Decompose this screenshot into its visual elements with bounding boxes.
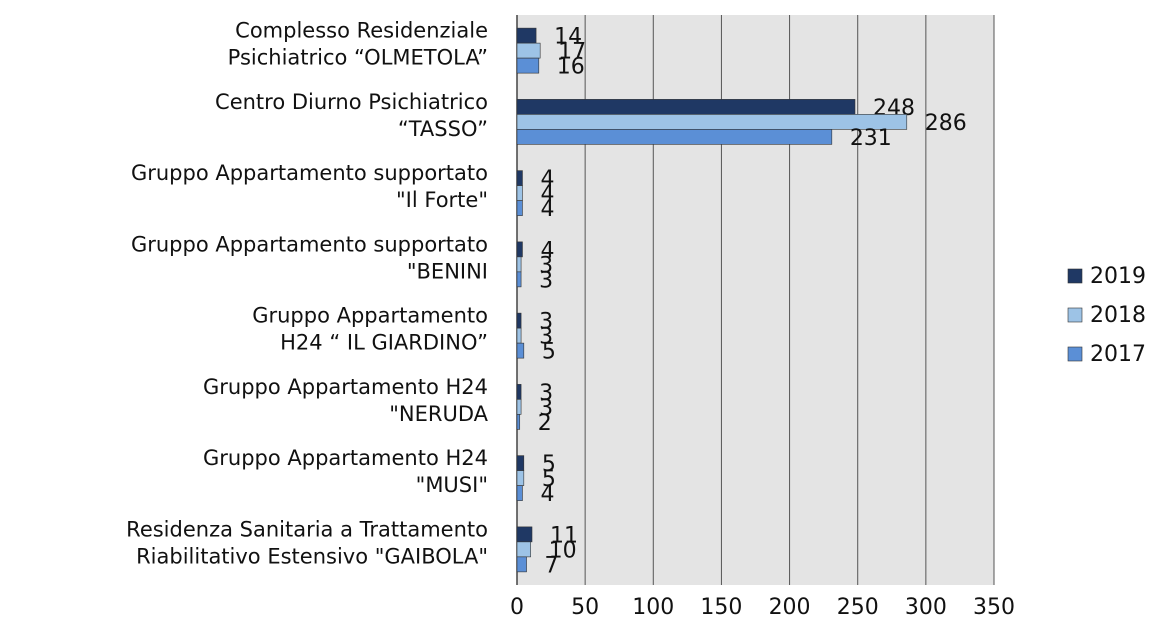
category-label: "NERUDA: [389, 402, 488, 426]
bar: [516, 384, 522, 400]
x-tick-label: 100: [632, 595, 674, 617]
value-label: 231: [850, 126, 892, 151]
value-label: 5: [542, 452, 556, 477]
x-tick-label: 50: [571, 595, 599, 617]
bar: [516, 342, 525, 359]
bar: [516, 241, 523, 258]
category-label: Riabilitativo Estensivo "GAIBOLA": [136, 544, 488, 568]
x-tick-label: 250: [837, 595, 879, 617]
value-label: 11: [550, 523, 578, 548]
legend-swatch: [1067, 346, 1083, 362]
legend-label: 2018: [1090, 303, 1146, 328]
x-tick-label: 350: [973, 595, 1015, 617]
bar: [516, 42, 541, 59]
bar: [516, 256, 522, 273]
legend-label: 2019: [1090, 264, 1146, 289]
value-label: 3: [539, 253, 553, 278]
category-label: Gruppo Appartamento H24: [203, 446, 488, 470]
bar: [516, 526, 533, 543]
bar: [516, 399, 522, 415]
value-label: 3: [539, 268, 553, 293]
bar: [516, 27, 537, 44]
value-label: 5: [542, 340, 556, 365]
category-label: Gruppo Appartamento supportato: [131, 161, 488, 185]
value-label: 5: [542, 467, 556, 492]
legend-swatch: [1067, 268, 1083, 284]
value-label: 2: [538, 411, 552, 436]
bar: [516, 312, 522, 329]
value-label: 10: [549, 538, 577, 563]
value-label: 7: [545, 553, 559, 578]
bar: [516, 200, 523, 216]
bar: [516, 99, 856, 115]
category-label: H24 “ IL GIARDINO”: [280, 331, 488, 355]
bar: [516, 470, 525, 486]
value-label: 4: [540, 182, 554, 207]
category-label: Residenza Sanitaria a Trattamento: [126, 517, 488, 541]
category-label: "BENINI: [407, 259, 488, 283]
bar: [516, 129, 833, 145]
category-label: Complesso Residenziale: [235, 19, 488, 43]
bar: [516, 271, 522, 288]
value-label: 17: [558, 40, 586, 65]
value-label: 3: [539, 310, 553, 335]
value-label: 14: [554, 25, 582, 50]
category-label: Gruppo Appartamento: [252, 304, 488, 328]
value-label: 4: [540, 197, 554, 222]
value-label: 4: [540, 238, 554, 263]
x-tick-label: 200: [769, 595, 811, 617]
bar: [516, 114, 908, 130]
bar: [516, 170, 523, 186]
bar: [516, 327, 522, 344]
category-label: Gruppo Appartamento H24: [203, 375, 488, 399]
value-label: 4: [540, 167, 554, 192]
bar: [516, 414, 521, 430]
bar: [516, 541, 531, 558]
x-tick-label: 0: [510, 595, 524, 617]
x-tick-label: 150: [700, 595, 742, 617]
bar: [516, 485, 523, 501]
value-label: 4: [540, 482, 554, 507]
value-label: 3: [539, 381, 553, 406]
category-label: Centro Diurno Psichiatrico: [215, 90, 488, 114]
value-label: 16: [557, 55, 585, 80]
value-label: 286: [925, 111, 967, 136]
category-label: Gruppo Appartamento supportato: [131, 232, 488, 256]
bar: [516, 185, 523, 201]
category-label: "Il Forte": [396, 188, 488, 212]
value-label: 3: [539, 325, 553, 350]
x-tick-label: 300: [905, 595, 947, 617]
value-label: 3: [539, 396, 553, 421]
category-label: “TASSO”: [398, 117, 488, 141]
category-label: "MUSI": [416, 473, 488, 497]
category-label: Psichiatrico “OLMETOLA”: [228, 46, 488, 70]
bar: [516, 556, 527, 573]
legend-label: 2017: [1090, 342, 1146, 367]
bar: [516, 455, 525, 471]
legend-swatch: [1067, 307, 1083, 323]
bar: [516, 57, 540, 74]
